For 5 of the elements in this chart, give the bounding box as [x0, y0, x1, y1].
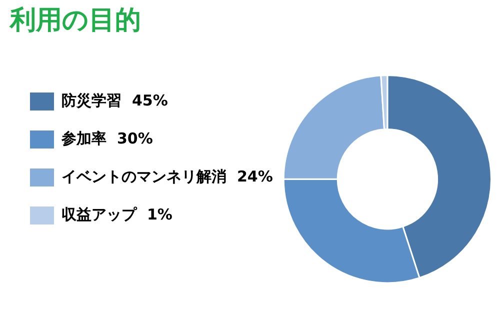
chart-title: 利用の目的	[9, 5, 141, 36]
legend-label: 参加率 30%	[60, 129, 153, 148]
legend-label: イベントのマンネリ解消 24%	[62, 167, 273, 186]
legend-label: 収益アップ 1%	[62, 205, 172, 224]
legend-label: 防災学習 45%	[62, 91, 168, 110]
